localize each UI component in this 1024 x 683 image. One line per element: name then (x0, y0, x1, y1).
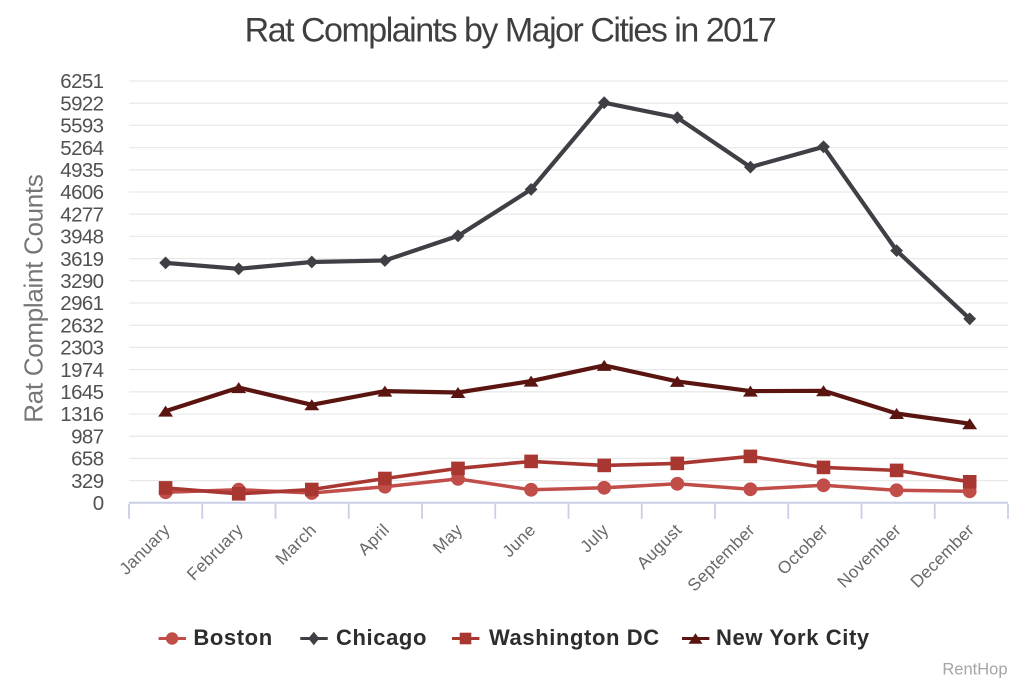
svg-text:3619: 3619 (60, 248, 103, 271)
svg-text:658: 658 (71, 448, 104, 471)
svg-text:RentHop: RentHop (942, 660, 1007, 678)
svg-text:3948: 3948 (60, 226, 103, 249)
svg-text:Washington DC: Washington DC (489, 625, 660, 650)
svg-text:0: 0 (93, 492, 104, 515)
svg-text:Rat Complaint Counts: Rat Complaint Counts (19, 174, 49, 423)
svg-text:1316: 1316 (60, 403, 103, 426)
svg-text:5922: 5922 (60, 92, 103, 115)
svg-text:987: 987 (71, 425, 104, 448)
svg-text:3290: 3290 (60, 270, 103, 293)
svg-text:1645: 1645 (60, 381, 103, 404)
svg-text:1974: 1974 (60, 359, 103, 382)
svg-text:New York City: New York City (716, 625, 870, 650)
svg-text:2632: 2632 (60, 314, 103, 337)
svg-text:4606: 4606 (60, 181, 103, 204)
svg-text:2303: 2303 (60, 337, 103, 360)
svg-text:2961: 2961 (60, 292, 103, 315)
svg-text:Boston: Boston (193, 625, 272, 650)
svg-text:Chicago: Chicago (336, 625, 427, 650)
svg-text:5264: 5264 (60, 137, 103, 160)
svg-text:Rat Complaints by Major Cities: Rat Complaints by Major Cities in 2017 (245, 12, 776, 50)
svg-text:6251: 6251 (60, 70, 103, 93)
svg-text:4935: 4935 (60, 159, 103, 182)
svg-text:329: 329 (71, 470, 104, 493)
svg-text:5593: 5593 (60, 115, 103, 138)
svg-text:4277: 4277 (60, 203, 103, 226)
